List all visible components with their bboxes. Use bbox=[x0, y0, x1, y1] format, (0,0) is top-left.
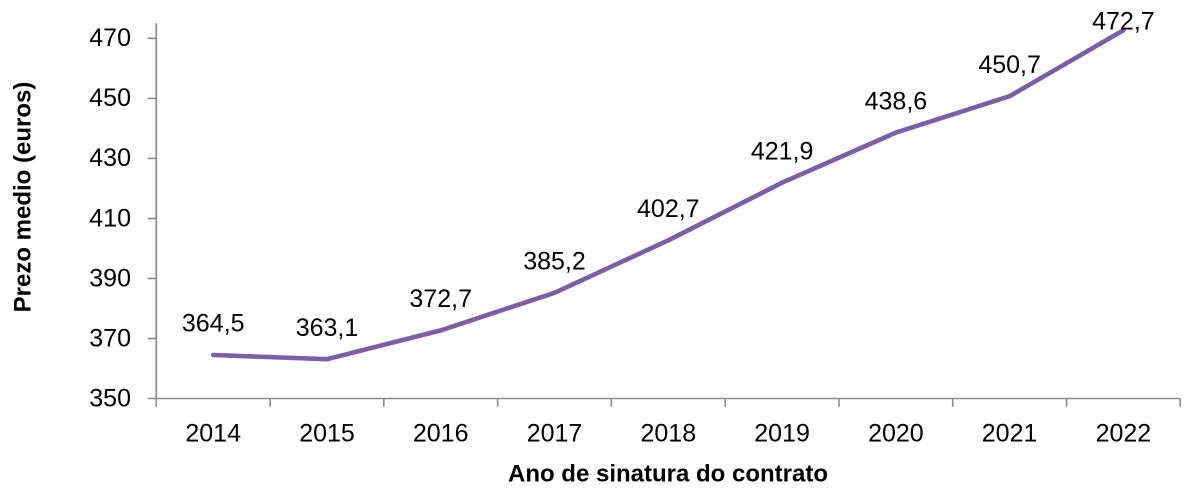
svg-text:390: 390 bbox=[89, 264, 131, 292]
svg-text:438,6: 438,6 bbox=[865, 87, 928, 115]
svg-text:2021: 2021 bbox=[982, 420, 1038, 448]
svg-text:2015: 2015 bbox=[299, 420, 355, 448]
svg-text:2022: 2022 bbox=[1096, 420, 1152, 448]
svg-text:363,1: 363,1 bbox=[296, 314, 359, 342]
svg-text:350: 350 bbox=[89, 384, 131, 412]
svg-text:450: 450 bbox=[89, 84, 131, 112]
svg-text:385,2: 385,2 bbox=[523, 248, 586, 276]
svg-text:2020: 2020 bbox=[868, 420, 924, 448]
svg-text:Ano de sinatura do contrato: Ano de sinatura do contrato bbox=[508, 461, 828, 488]
svg-text:372,7: 372,7 bbox=[409, 285, 472, 313]
svg-text:2014: 2014 bbox=[185, 420, 241, 448]
svg-text:2017: 2017 bbox=[527, 420, 583, 448]
svg-text:370: 370 bbox=[89, 324, 131, 352]
svg-text:450,7: 450,7 bbox=[978, 51, 1041, 79]
svg-text:2019: 2019 bbox=[754, 420, 810, 448]
svg-text:472,7: 472,7 bbox=[1092, 8, 1155, 36]
svg-text:410: 410 bbox=[89, 204, 131, 232]
svg-text:421,9: 421,9 bbox=[751, 137, 814, 165]
svg-text:364,5: 364,5 bbox=[182, 310, 245, 338]
svg-text:402,7: 402,7 bbox=[637, 195, 700, 223]
svg-text:Prezo medio (euros): Prezo medio (euros) bbox=[10, 82, 37, 313]
svg-text:430: 430 bbox=[89, 144, 131, 172]
svg-text:2018: 2018 bbox=[640, 420, 696, 448]
svg-text:470: 470 bbox=[89, 24, 131, 52]
svg-text:2016: 2016 bbox=[413, 420, 469, 448]
